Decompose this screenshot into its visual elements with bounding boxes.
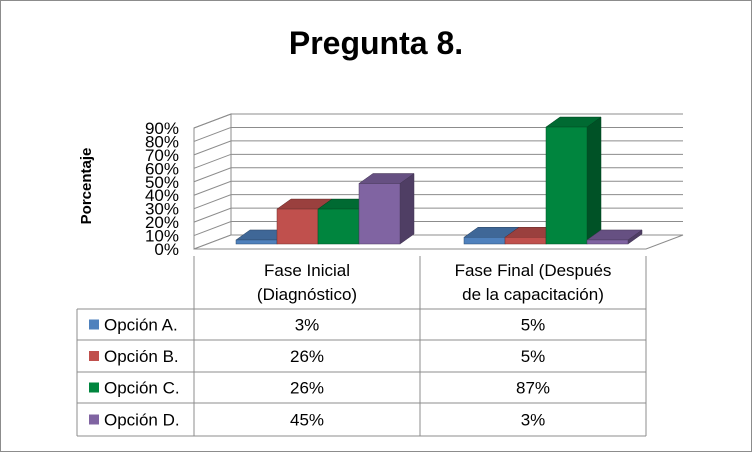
legend-key: [89, 414, 99, 425]
y-tick-label: 20%: [145, 213, 179, 232]
gridline: [193, 113, 683, 129]
bar: [358, 183, 401, 245]
series-name: Opción A.: [104, 316, 178, 335]
gridline: [193, 126, 683, 142]
bar: [463, 237, 506, 245]
category-label: Fase Final (Después: [455, 261, 612, 280]
bar-side: [586, 116, 602, 245]
series-name: Opción C.: [104, 379, 180, 398]
y-axis-ticks: 0%10%20%30%40%50%60%70%80%90%: [145, 119, 179, 259]
gridline: [193, 140, 683, 156]
bar-side: [399, 173, 415, 245]
y-tick-label: 80%: [145, 132, 179, 151]
legend-key: [89, 351, 99, 361]
gridline: [193, 221, 683, 237]
series-name: Opción B.: [104, 347, 179, 366]
series-name: Opción D.: [104, 411, 180, 430]
y-tick-label: 70%: [145, 146, 179, 165]
category-label: (Diagnóstico): [257, 285, 357, 304]
gridline: [193, 167, 683, 183]
bar: [504, 237, 547, 245]
legend-key: [89, 319, 99, 330]
category-label: Fase Inicial: [264, 261, 350, 280]
data-label: 87%: [516, 379, 550, 398]
gridline: [193, 194, 683, 210]
gridline: [193, 153, 683, 169]
bar: [545, 126, 588, 245]
data-label: 3%: [295, 316, 320, 335]
bar: [235, 239, 278, 245]
bar: [276, 208, 319, 245]
data-label: 3%: [521, 411, 546, 430]
data-label: 26%: [290, 379, 324, 398]
category-label: de la capacitación): [462, 285, 604, 304]
gridline: [193, 180, 683, 196]
y-tick-label: 30%: [145, 200, 179, 219]
data-label: 26%: [290, 347, 324, 366]
legend-key: [89, 382, 99, 393]
y-tick-label: 90%: [145, 119, 179, 138]
y-tick-label: 40%: [145, 186, 179, 205]
bars: [235, 116, 643, 245]
chart-title: Pregunta 8.: [289, 25, 463, 61]
data-label: 5%: [521, 347, 546, 366]
gridlines: [193, 113, 683, 237]
y-tick-label: 50%: [145, 173, 179, 192]
bar: [317, 208, 360, 245]
data-label: 45%: [290, 411, 324, 430]
y-axis-label: Porcentaje: [78, 148, 95, 225]
data-table: Fase Inicial (Diagnóstico) Fase Final (Des…: [76, 256, 647, 437]
y-tick-label: 10%: [145, 227, 179, 246]
y-tick-label: 60%: [145, 159, 179, 178]
gridline: [193, 207, 683, 223]
y-tick-label: 0%: [154, 240, 179, 259]
data-label: 5%: [521, 316, 546, 335]
bar: [586, 239, 629, 245]
